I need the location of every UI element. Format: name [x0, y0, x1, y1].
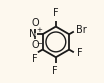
Text: O: O — [32, 18, 39, 28]
Text: F: F — [52, 66, 58, 76]
Text: F: F — [32, 54, 38, 64]
Text: Br: Br — [76, 25, 87, 35]
Text: N: N — [29, 29, 37, 39]
Text: F: F — [77, 48, 82, 58]
Text: +: + — [37, 27, 42, 33]
Text: O: O — [32, 40, 39, 50]
Text: −: − — [37, 41, 42, 47]
Text: F: F — [53, 8, 59, 18]
